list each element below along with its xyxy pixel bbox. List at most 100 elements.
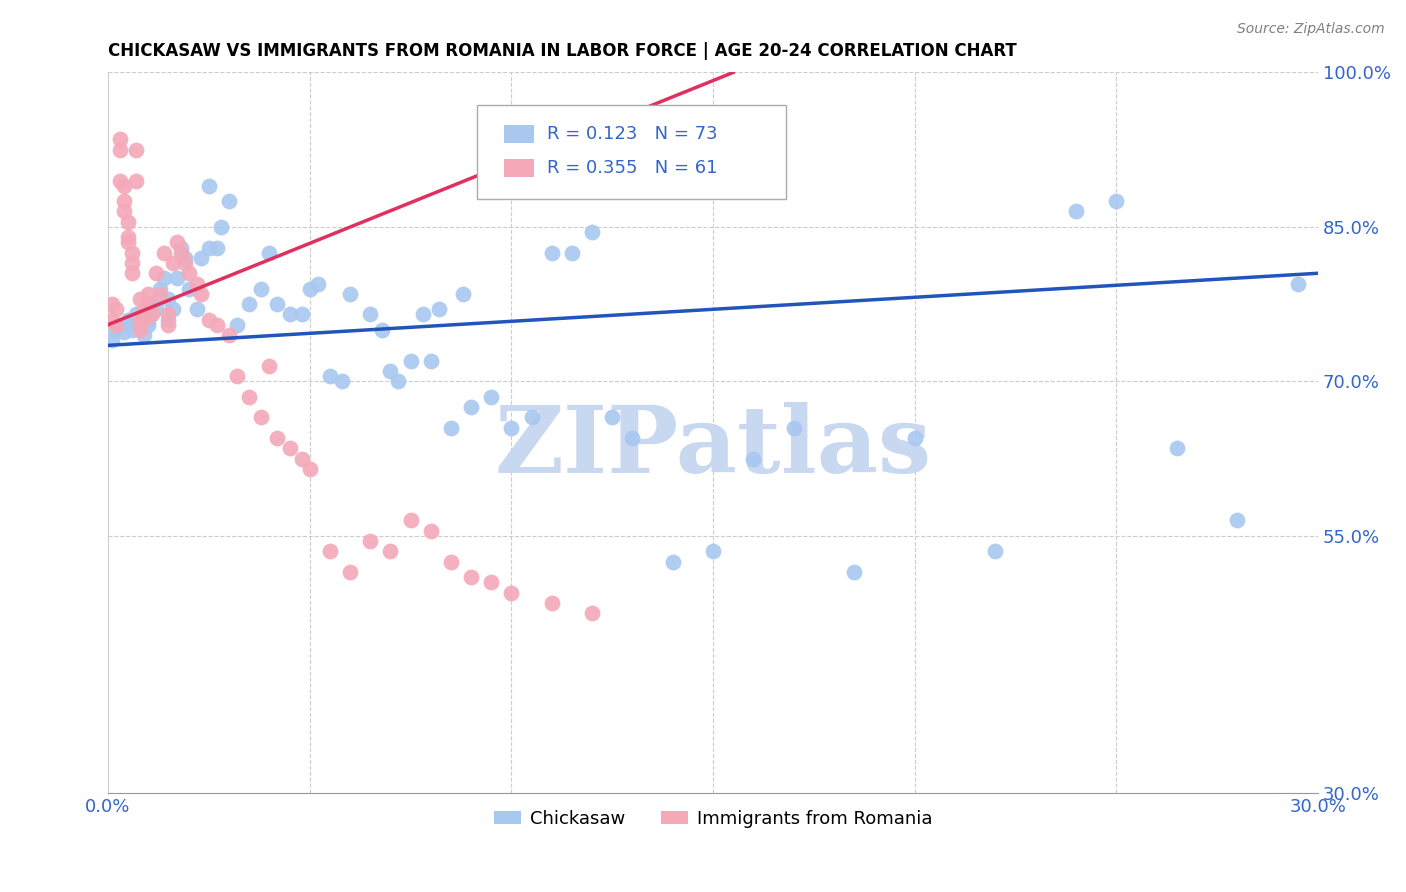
Point [330, 375, 353, 389]
Point [226, 369, 249, 384]
Point [561, 245, 583, 260]
Point [844, 565, 866, 579]
Point [153, 245, 176, 260]
Point [166, 235, 188, 250]
Point [266, 297, 288, 311]
Point [177, 266, 200, 280]
Point [419, 353, 441, 368]
Point [186, 277, 208, 291]
Point [540, 245, 562, 260]
Point [157, 312, 180, 326]
Point [451, 286, 474, 301]
Point [380, 544, 402, 558]
Point [149, 282, 172, 296]
Point [278, 442, 301, 456]
Text: ZIPatlas: ZIPatlas [495, 402, 932, 492]
Point [157, 308, 180, 322]
Point [117, 215, 139, 229]
Point [371, 323, 394, 337]
Point [129, 312, 152, 326]
Point [141, 297, 163, 311]
Point [1105, 194, 1128, 209]
Point [501, 421, 523, 435]
Point [157, 292, 180, 306]
Point [136, 297, 159, 311]
Point [278, 308, 301, 322]
Point [136, 312, 159, 326]
Point [291, 308, 314, 322]
Point [581, 606, 603, 620]
Point [319, 369, 342, 384]
Point [238, 297, 260, 311]
Point [319, 544, 342, 558]
Point [101, 297, 124, 311]
Point [600, 410, 623, 425]
Point [742, 451, 765, 466]
Point [339, 286, 361, 301]
Text: R = 0.355   N = 61: R = 0.355 N = 61 [547, 160, 718, 178]
Point [125, 143, 148, 157]
Text: Source: ZipAtlas.com: Source: ZipAtlas.com [1237, 22, 1385, 37]
Point [479, 390, 502, 404]
Point [1286, 277, 1309, 291]
Point [198, 178, 221, 193]
Point [108, 173, 131, 187]
Text: R = 0.123   N = 73: R = 0.123 N = 73 [547, 125, 718, 143]
Point [218, 328, 240, 343]
Point [136, 318, 159, 332]
FancyBboxPatch shape [503, 160, 534, 178]
Point [117, 230, 139, 244]
Point [291, 451, 314, 466]
Point [226, 318, 249, 332]
Point [250, 410, 273, 425]
Point [105, 302, 128, 317]
Point [112, 325, 135, 339]
Point [108, 143, 131, 157]
Point [904, 431, 927, 445]
Point [121, 245, 143, 260]
Point [661, 555, 683, 569]
Point [198, 240, 221, 254]
Point [125, 173, 148, 187]
Point [117, 235, 139, 250]
Point [266, 431, 288, 445]
Point [387, 375, 409, 389]
Point [259, 245, 281, 260]
Point [218, 194, 240, 209]
Point [359, 534, 381, 549]
Point [440, 421, 463, 435]
Point [380, 364, 402, 378]
Point [205, 318, 228, 332]
Point [169, 245, 191, 260]
Point [177, 282, 200, 296]
Point [238, 390, 260, 404]
Point [117, 315, 139, 329]
Point [198, 312, 221, 326]
Point [101, 333, 124, 347]
Point [250, 282, 273, 296]
Point [479, 575, 502, 590]
Point [129, 323, 152, 337]
Point [129, 315, 152, 329]
Point [112, 178, 135, 193]
Point [1166, 442, 1188, 456]
Point [307, 277, 329, 291]
Point [129, 292, 152, 306]
Point [105, 318, 128, 332]
Point [112, 204, 135, 219]
Point [121, 256, 143, 270]
Point [540, 596, 562, 610]
Point [112, 194, 135, 209]
Point [190, 251, 212, 265]
Point [117, 312, 139, 326]
Text: CHICKASAW VS IMMIGRANTS FROM ROMANIA IN LABOR FORCE | AGE 20-24 CORRELATION CHAR: CHICKASAW VS IMMIGRANTS FROM ROMANIA IN … [108, 42, 1017, 60]
Point [162, 302, 184, 317]
Point [259, 359, 281, 373]
Point [298, 462, 321, 476]
Point [141, 308, 163, 322]
Point [145, 266, 167, 280]
Point [520, 410, 543, 425]
Point [501, 585, 523, 599]
Point [105, 323, 128, 337]
Point [298, 282, 321, 296]
